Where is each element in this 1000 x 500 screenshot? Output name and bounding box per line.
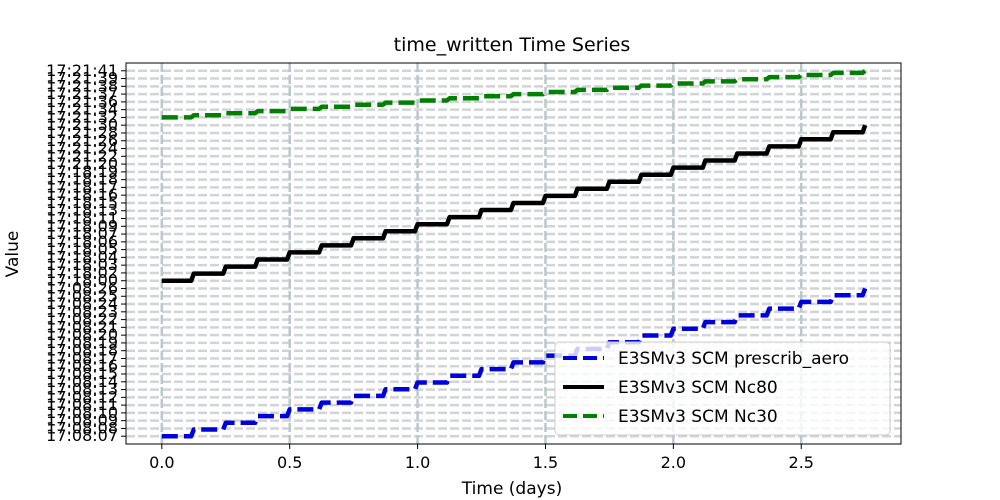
legend-label-nc30: E3SMv3 SCM Nc30 (618, 407, 778, 427)
y-axis-label: Value (3, 231, 23, 278)
legend-label-nc80: E3SMv3 SCM Nc80 (618, 378, 778, 398)
y-tick-label: 17:18:06 (46, 232, 118, 251)
y-tick-label: 17:18:05 (46, 240, 118, 259)
series-line-0 (161, 287, 868, 439)
y-tick-label: 17:21:38 (46, 76, 118, 95)
y-tick-label: 17:18:04 (46, 247, 118, 266)
y-tick-label: 17:08:22 (46, 310, 118, 329)
y-tick-label: 17:08:25 (46, 286, 118, 305)
y-tick-label: 17:08:14 (46, 372, 118, 391)
y-tick-label: 17:21:28 (46, 123, 118, 142)
plot-frame (125, 62, 902, 445)
y-tick-label: 17:08:24 (46, 294, 118, 313)
series-line-2 (161, 69, 867, 120)
y-tick-label: 17:18:07 (46, 224, 118, 243)
y-tick-label: 17:21:41 (46, 61, 118, 80)
legend-label-prescrib-aero: E3SMv3 SCM prescrib_aero (618, 349, 849, 369)
y-tick-label: 17:18:02 (46, 263, 118, 282)
y-tick-label: 17:08:18 (46, 341, 118, 360)
y-tick-label: 17:08:12 (46, 387, 118, 406)
y-tick-label: 17:18:19 (46, 162, 118, 181)
x-tick-label: 2.0 (661, 453, 686, 472)
y-tick-label: 17:08:15 (46, 364, 118, 383)
y-tick-label: 17:08:23 (46, 302, 118, 321)
y-tick-label: 17:08:20 (46, 325, 118, 344)
y-tick-label: 17:21:24 (46, 139, 118, 158)
x-tick-label: 0.0 (149, 453, 174, 472)
y-tick-label: 17:18:18 (46, 170, 118, 189)
legend: E3SMv3 SCM prescrib_aero E3SMv3 SCM Nc80… (554, 341, 891, 436)
y-tick-label: 17:18:11 (46, 209, 118, 228)
y-tick-label: 17:08:08 (46, 418, 118, 437)
y-tick-label: 17:18:09 (46, 216, 118, 235)
y-tick-label: 17:21:30 (46, 115, 118, 134)
y-tick-label: 17:08:13 (46, 380, 118, 399)
y-tick-label: 17:08:11 (46, 395, 118, 414)
x-axis-label: Time (days) (461, 479, 562, 499)
y-tick-label: 17:18:16 (46, 185, 118, 204)
y-tick-label: 17:21:39 (46, 69, 118, 88)
y-tick-label: 17:21:36 (46, 92, 118, 111)
y-tick-label: 17:18:15 (46, 193, 118, 212)
y-tick-label: 17:18:03 (46, 255, 118, 274)
x-axis: 0.0 0.5 1.0 1.5 2.0 2.5 (149, 444, 814, 472)
y-tick-label: 17:21:26 (46, 131, 118, 150)
x-tick-label: 0.5 (277, 453, 302, 472)
legend-box (554, 341, 891, 436)
y-axis: 17:08:0717:08:0817:08:0917:08:1017:08:11… (46, 61, 126, 445)
y-tick-label: 17:08:19 (46, 333, 118, 352)
y-tick-label: 17:18:17 (46, 177, 118, 196)
y-tick-label: 17:21:37 (46, 84, 118, 103)
y-tick-label: 17:08:17 (46, 348, 118, 367)
y-tick-label: 17:21:32 (46, 107, 118, 126)
x-tick-label: 2.5 (789, 453, 814, 472)
y-tick-label: 17:08:09 (46, 411, 118, 430)
y-tick-label: 17:08:21 (46, 317, 118, 336)
y-tick-label: 17:18:13 (46, 201, 118, 220)
y-tick-label: 17:08:26 (46, 278, 118, 297)
y-tick-label: 17:21:22 (46, 146, 118, 165)
y-tick-label: 17:08:07 (46, 426, 118, 445)
series-lines (161, 69, 868, 439)
y-tick-label: 17:18:00 (46, 271, 118, 290)
x-tick-label: 1.0 (405, 453, 430, 472)
y-tick-label: 17:21:34 (46, 100, 118, 119)
y-tick-label: 17:08:16 (46, 356, 118, 375)
series-line-1 (161, 124, 868, 283)
x-tick-label: 1.5 (533, 453, 558, 472)
y-tick-label: 17:21:20 (46, 154, 118, 173)
chart-title: time_written Time Series (394, 34, 631, 56)
y-tick-label: 17:08:10 (46, 403, 118, 422)
